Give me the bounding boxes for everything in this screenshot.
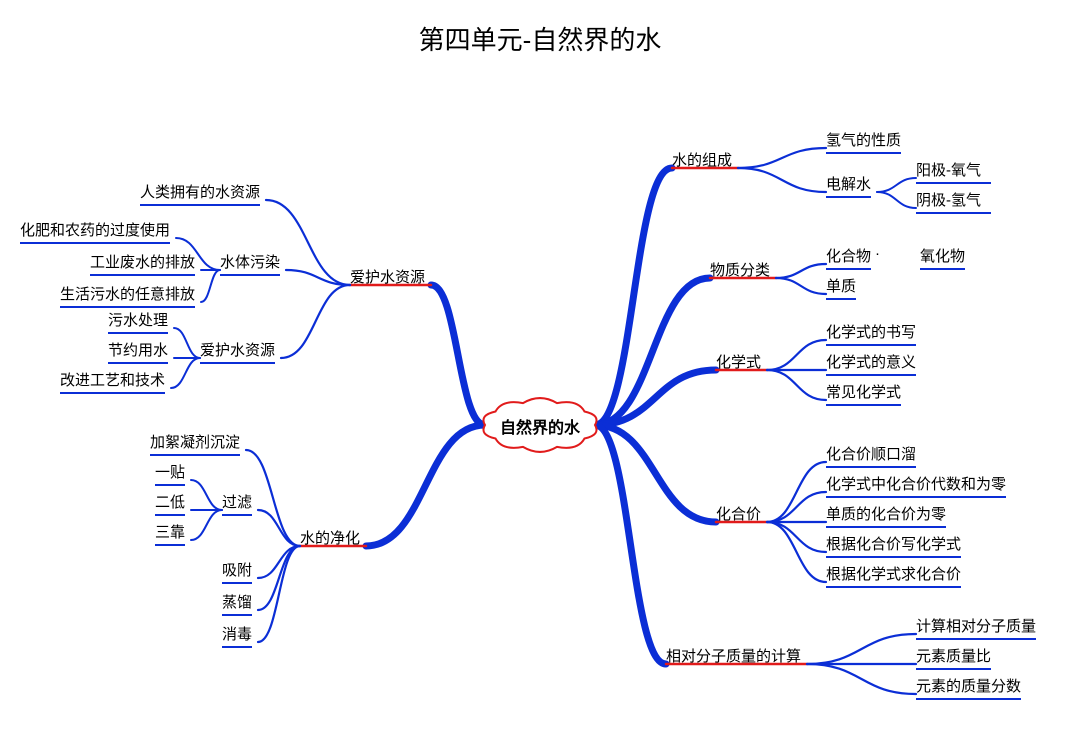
left-b1-c0: 加絮凝剂沉淀 — [150, 431, 240, 456]
left-b1-c1: 过滤 — [222, 491, 252, 516]
right-b2-c1: 化学式的意义 — [826, 351, 916, 376]
right-b0-c0: 氢气的性质 — [826, 129, 901, 154]
right-b3-c1: 化学式中化合价代数和为零 — [826, 473, 1006, 498]
right-b3-c4: 根据化学式求化合价 — [826, 563, 961, 588]
left-b0-c1: 水体污染 — [220, 251, 280, 276]
right-branch-1: 物质分类 — [710, 259, 770, 282]
right-b4-c2: 元素的质量分数 — [916, 675, 1021, 700]
right-branch-2: 化学式 — [716, 351, 761, 374]
left-b1-c1-g1: 二低 — [155, 491, 185, 516]
left-b0-c1-g2: 生活污水的任意排放 — [60, 283, 195, 308]
right-b0-c1: 电解水 — [826, 173, 871, 198]
right-b1-c0: 化合物 — [826, 245, 871, 270]
left-branch-1: 水的净化 — [300, 527, 360, 550]
right-branch-3: 化合价 — [716, 503, 761, 526]
right-b4-c0: 计算相对分子质量 — [916, 615, 1036, 640]
left-b0-c2-g2: 改进工艺和技术 — [60, 369, 165, 394]
left-b1-c1-g0: 一贴 — [155, 461, 185, 486]
left-branch-0: 爱护水资源 — [350, 266, 425, 289]
right-b3-c3: 根据化合价写化学式 — [826, 533, 961, 558]
right-b3-c2: 单质的化合价为零 — [826, 503, 946, 528]
right-b1-c0-dot: · — [875, 245, 880, 264]
left-b1-c4: 消毒 — [222, 623, 252, 648]
center-node: 自然界的水 — [485, 414, 595, 438]
right-b2-c2: 常见化学式 — [826, 381, 901, 406]
left-b1-c3: 蒸馏 — [222, 591, 252, 616]
right-b2-c0: 化学式的书写 — [826, 321, 916, 346]
left-b0-c2: 爱护水资源 — [200, 339, 275, 364]
left-b0-c0: 人类拥有的水资源 — [140, 181, 260, 206]
right-b0-c1-g1: 阴极-氢气 — [916, 189, 991, 214]
right-b0-c1-g0: 阳极-氧气 — [916, 159, 991, 184]
right-b4-c1: 元素质量比 — [916, 645, 991, 670]
left-b0-c1-g1: 工业废水的排放 — [90, 251, 195, 276]
left-b0-c2-g0: 污水处理 — [108, 309, 168, 334]
left-b1-c1-g2: 三靠 — [155, 521, 185, 546]
left-b0-c1-g0: 化肥和农药的过度使用 — [20, 219, 170, 244]
right-b1-c1: 单质 — [826, 275, 856, 300]
mindmap-stage: 第四单元-自然界的水 自然界的水 爱护水资源人类拥有的水资源水体污染化肥和农药的… — [0, 0, 1080, 738]
left-b1-c2: 吸附 — [222, 559, 252, 584]
right-b3-c0: 化合价顺口溜 — [826, 443, 916, 468]
left-b0-c2-g1: 节约用水 — [108, 339, 168, 364]
right-branch-0: 水的组成 — [672, 149, 732, 172]
right-branch-4: 相对分子质量的计算 — [666, 645, 801, 668]
right-b1-c0-extra: 氧化物 — [920, 245, 965, 270]
